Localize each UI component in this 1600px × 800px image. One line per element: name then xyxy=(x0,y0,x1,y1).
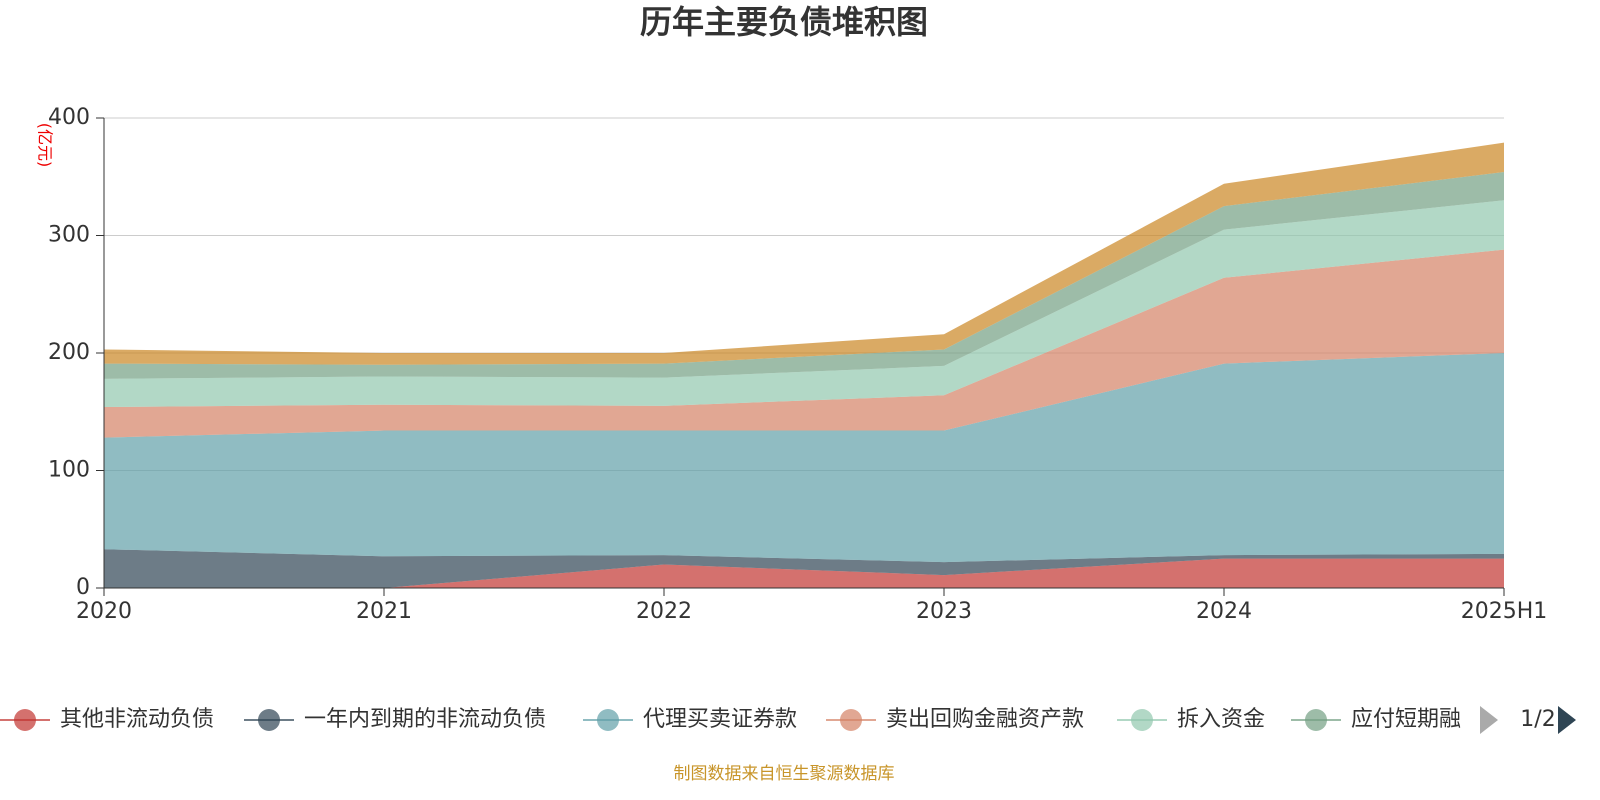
area xyxy=(104,200,1504,408)
area xyxy=(104,172,1504,379)
legend-marker xyxy=(840,709,862,731)
x-tick-label: 2021 xyxy=(356,599,412,624)
legend-label: 拆入资金 xyxy=(1177,707,1265,732)
legend-label: 代理买卖证券款 xyxy=(643,707,797,732)
legend-label: 应付短期融 xyxy=(1351,707,1461,732)
y-tick-label: 0 xyxy=(76,575,90,600)
y-tick-label: 200 xyxy=(48,340,90,365)
x-tick-label: 2020 xyxy=(76,599,132,624)
y-unit: (亿元) xyxy=(36,123,55,168)
area xyxy=(104,353,1504,563)
legend-page: 1/2 xyxy=(1520,707,1555,732)
area xyxy=(104,558,1504,588)
area xyxy=(104,142,1504,365)
legend-next[interactable] xyxy=(1558,706,1576,734)
x-tick-label: 2025H1 xyxy=(1461,599,1548,624)
legend-marker xyxy=(1305,709,1327,731)
legend-marker xyxy=(1131,709,1153,731)
legend-marker xyxy=(258,709,280,731)
y-tick-label: 400 xyxy=(48,105,90,130)
legend-marker xyxy=(14,709,36,731)
y-tick-label: 300 xyxy=(48,223,90,248)
source: 制图数据来自恒生聚源数据库 xyxy=(674,764,895,784)
legend-label: 卖出回购金融资产款 xyxy=(886,707,1084,732)
legend-label: 其他非流动负债 xyxy=(60,707,214,732)
chart-title: 历年主要负债堆积图 xyxy=(640,3,928,41)
legend-marker xyxy=(597,709,619,731)
area xyxy=(104,249,1504,438)
legend-label: 一年内到期的非流动负债 xyxy=(304,707,546,732)
x-tick-label: 2023 xyxy=(916,599,972,624)
x-tick-label: 2024 xyxy=(1196,599,1252,624)
y-tick-label: 100 xyxy=(48,458,90,483)
legend-prev[interactable] xyxy=(1480,706,1498,734)
x-tick-label: 2022 xyxy=(636,599,692,624)
area xyxy=(104,549,1504,588)
